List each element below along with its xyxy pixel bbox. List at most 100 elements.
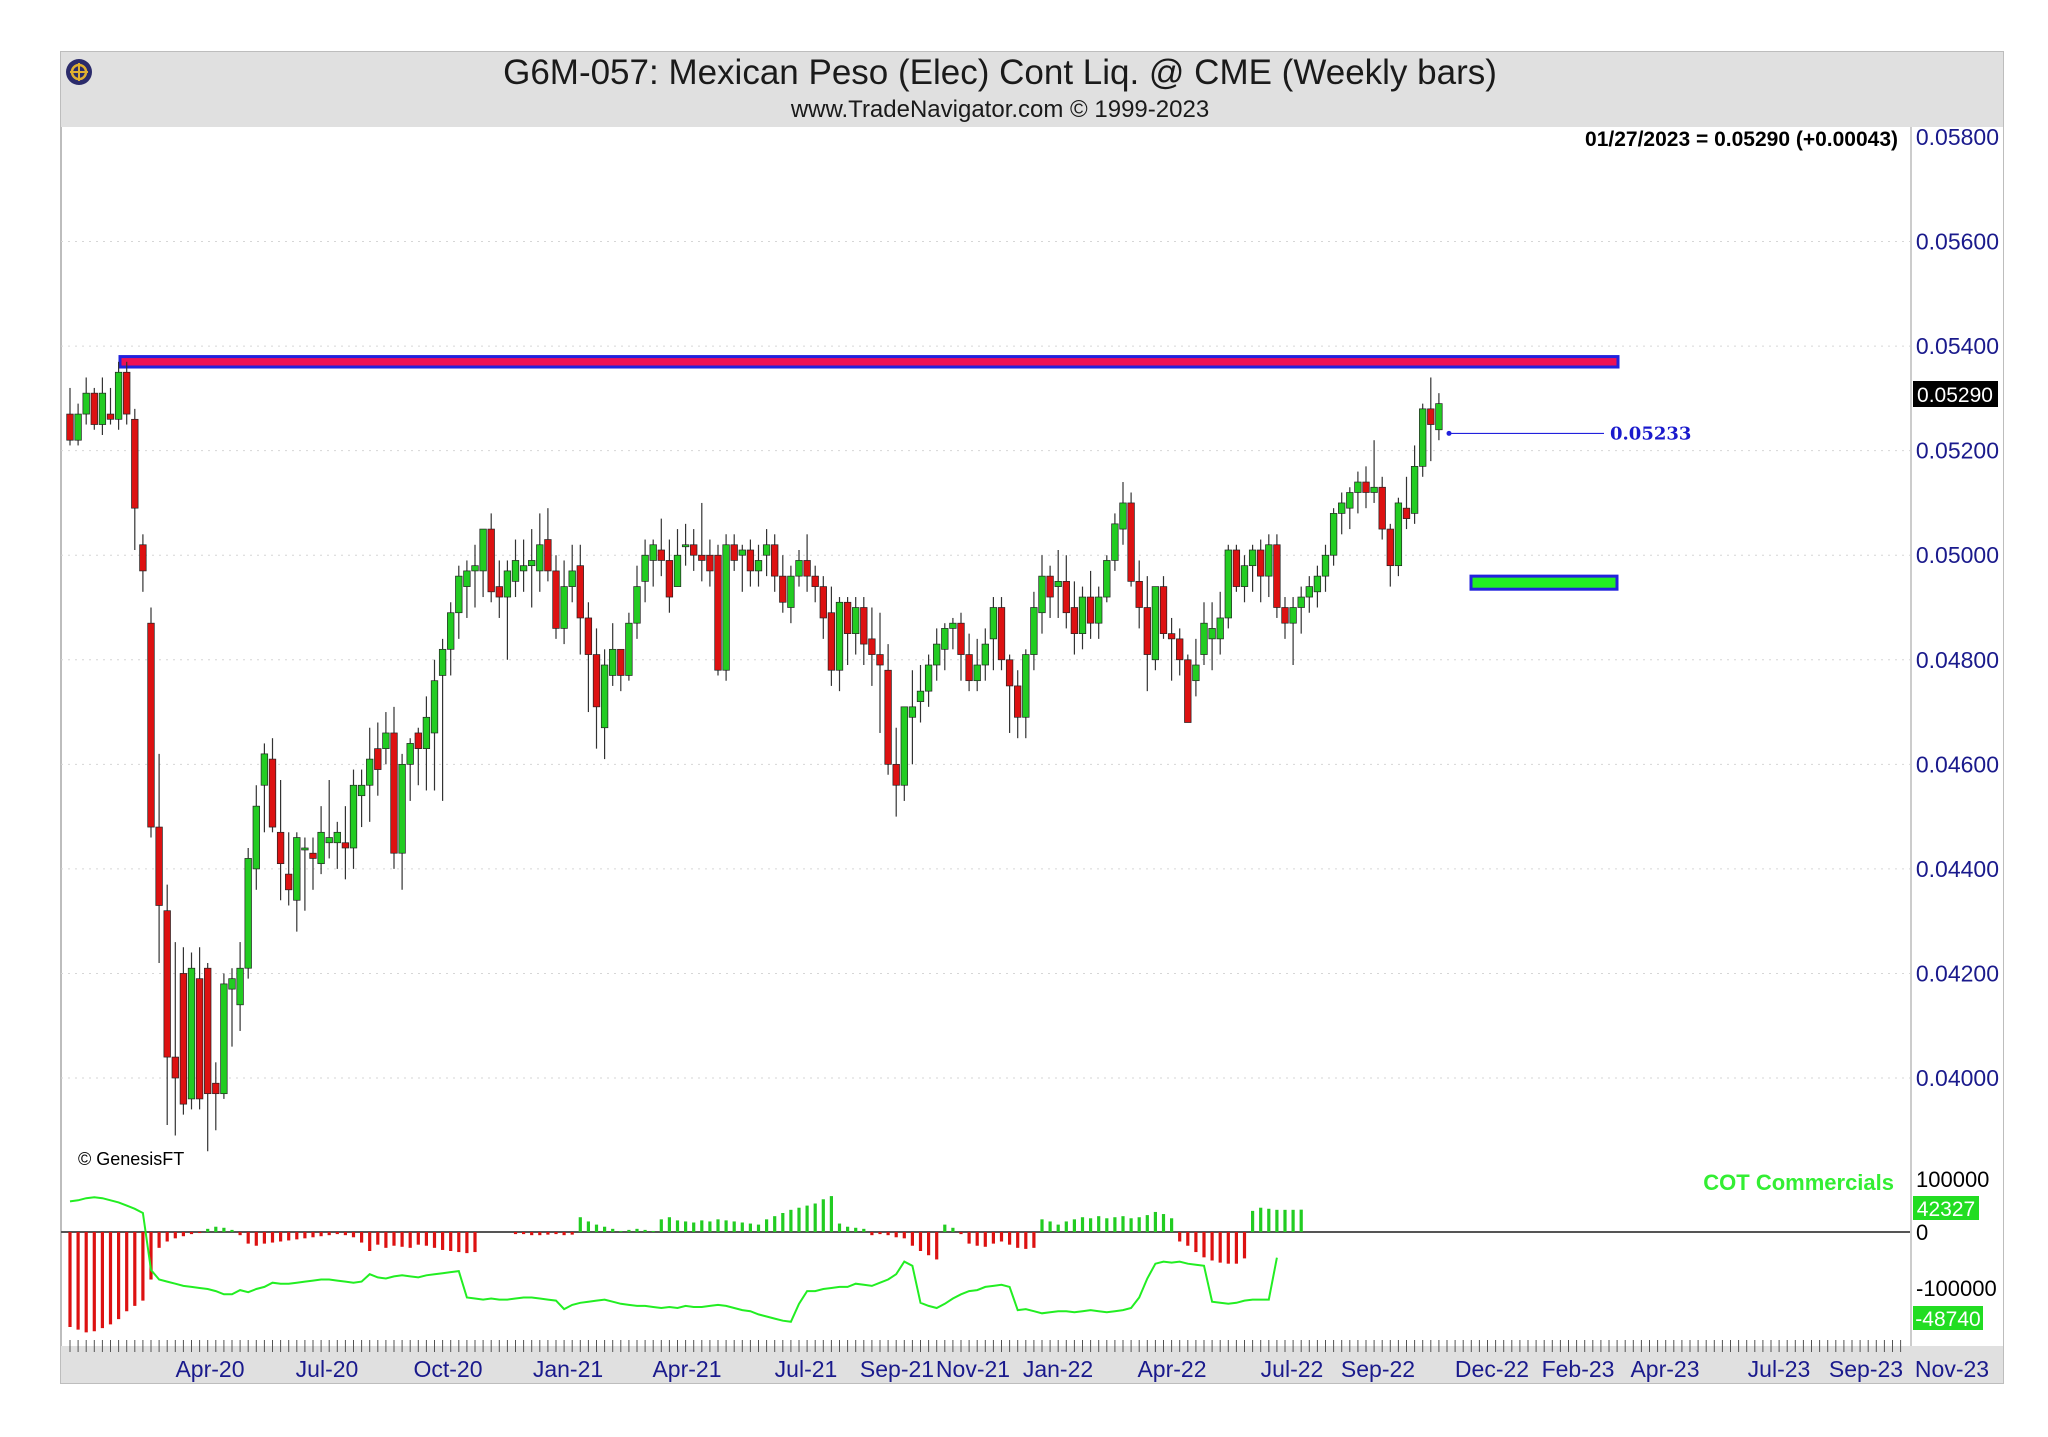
candle[interactable] [762,529,771,577]
candle[interactable] [811,565,819,603]
candle[interactable] [374,722,382,796]
candle[interactable] [1078,586,1087,650]
candle[interactable] [1240,555,1249,603]
candle[interactable] [754,544,763,587]
candle[interactable] [706,539,714,587]
candle[interactable] [1184,654,1192,723]
candle[interactable] [1232,544,1241,592]
candle[interactable] [463,560,471,618]
candle[interactable] [90,387,98,430]
candle[interactable] [422,696,431,791]
candle[interactable] [949,617,957,650]
candle[interactable] [568,544,576,603]
candle[interactable] [771,534,779,592]
candle[interactable] [155,753,163,963]
candle[interactable] [1402,476,1411,530]
candle[interactable] [592,628,601,749]
candle[interactable] [916,665,925,723]
candle[interactable] [1005,654,1014,733]
candle[interactable] [633,565,641,639]
candle[interactable] [179,947,188,1115]
candle[interactable] [252,785,260,890]
candle[interactable] [349,769,358,869]
candle[interactable] [1151,586,1160,671]
candle[interactable] [1054,549,1062,618]
candle[interactable] [212,1062,220,1131]
candle[interactable] [617,648,625,692]
candle[interactable] [528,529,536,608]
candle[interactable] [1127,492,1135,587]
candle[interactable] [714,544,722,676]
candle[interactable] [965,633,973,692]
candle[interactable] [665,539,674,613]
candle[interactable] [1046,565,1054,618]
candle[interactable] [625,612,633,681]
candle[interactable] [981,628,989,681]
candle[interactable] [787,565,795,624]
candle[interactable] [455,565,463,639]
candle[interactable] [609,623,617,686]
candle[interactable] [552,555,560,639]
candle[interactable] [876,612,884,733]
candlestick-series[interactable] [66,361,1443,1152]
candle[interactable] [390,706,398,869]
candle[interactable] [1111,513,1119,571]
candle[interactable] [285,832,293,906]
candle[interactable] [114,361,123,430]
candle[interactable] [852,597,860,655]
candle[interactable] [576,544,584,655]
candle[interactable] [82,377,90,425]
candle[interactable] [1248,544,1257,592]
candle[interactable] [220,973,228,1099]
candle[interactable] [195,947,204,1110]
candle[interactable] [325,780,333,859]
candle[interactable] [681,523,690,566]
candle[interactable] [131,408,139,550]
candle[interactable] [414,727,422,786]
candle[interactable] [447,602,455,676]
candle[interactable] [673,529,682,587]
candle[interactable] [1143,576,1151,692]
candle[interactable] [519,539,528,592]
candle[interactable] [204,962,212,1152]
candle[interactable] [1410,445,1419,524]
candle[interactable] [1289,597,1297,666]
candle[interactable] [1176,628,1184,676]
candle[interactable] [698,502,706,582]
candle[interactable] [1216,591,1224,655]
candle[interactable] [600,649,609,760]
candle[interactable] [406,738,414,801]
candle[interactable] [722,534,730,681]
candle[interactable] [1208,602,1216,671]
candle[interactable] [1135,560,1143,629]
candle[interactable] [997,597,1006,671]
candle[interactable] [1435,393,1443,441]
candle[interactable] [746,539,755,587]
candle[interactable] [511,539,520,598]
cot-net-line[interactable] [69,1196,1278,1323]
candle[interactable] [487,513,495,603]
candle[interactable] [139,534,147,592]
candle[interactable] [584,602,593,713]
resistance-zone[interactable] [118,355,1620,369]
candle[interactable] [989,597,998,671]
candle[interactable] [779,555,787,613]
candle[interactable] [738,544,746,592]
candle[interactable] [868,607,876,686]
candle[interactable] [1354,471,1362,514]
candle[interactable] [641,539,649,603]
candle[interactable] [430,659,439,791]
candle[interactable] [66,387,74,446]
candle[interactable] [1103,555,1111,603]
candle[interactable] [1167,617,1176,681]
candle[interactable] [163,884,171,1126]
candle[interactable] [260,743,269,833]
candle[interactable] [1022,649,1030,739]
candle[interactable] [187,952,196,1110]
candle[interactable] [147,607,155,838]
candle[interactable] [244,847,252,979]
candle[interactable] [1321,544,1330,592]
candle[interactable] [1346,487,1354,530]
candle[interactable] [317,806,325,875]
candle[interactable] [123,361,131,425]
